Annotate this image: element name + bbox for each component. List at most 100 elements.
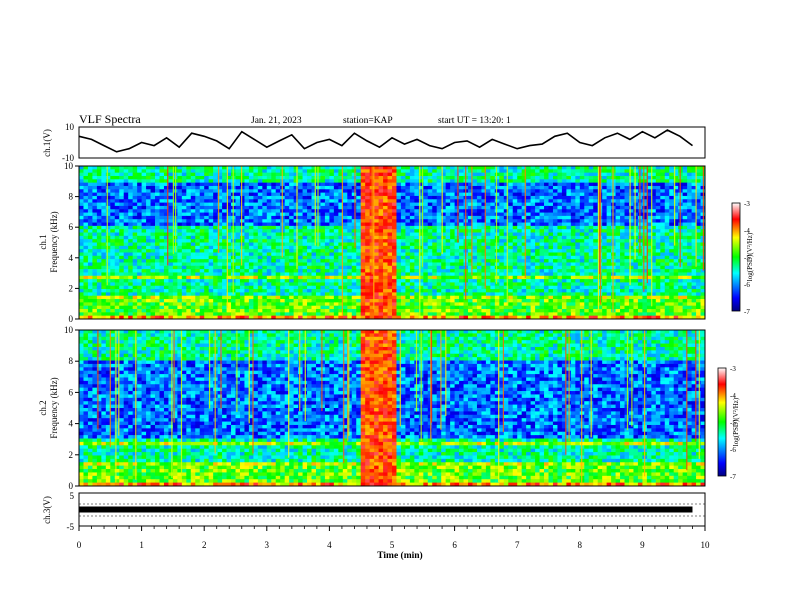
spectrogram-cell — [302, 205, 308, 210]
spectrogram-cell — [673, 265, 679, 270]
spectrogram-cell — [624, 255, 630, 260]
spectrogram-cell — [226, 269, 232, 273]
spectrogram-cell — [324, 199, 330, 203]
spectrogram-cell — [83, 195, 89, 200]
spectrogram-cell — [163, 259, 169, 263]
spectrogram-cell — [409, 195, 415, 200]
spectrogram-cell — [530, 189, 536, 194]
spectrogram-cell — [409, 275, 415, 280]
spectrogram-cell — [544, 275, 549, 280]
spectrogram-cell — [405, 252, 411, 257]
spectrogram-cell — [423, 222, 429, 227]
spectrogram-cell — [575, 182, 581, 187]
spectrogram-cell — [333, 199, 339, 203]
spectrogram-cell — [418, 222, 424, 227]
spectrogram-cell — [360, 166, 366, 170]
spectrogram-cell — [132, 169, 138, 174]
spectrogram-cell — [593, 209, 599, 213]
spectrogram-cell — [92, 179, 98, 184]
spectrogram-cell — [481, 275, 487, 280]
spectrogram-cell — [503, 232, 509, 237]
spectrogram-cell — [602, 252, 608, 257]
spectrogram-cell — [624, 252, 630, 257]
spectrogram-cell — [356, 225, 362, 230]
spectrogram-cell — [159, 219, 165, 223]
spectrogram-cell — [602, 175, 608, 180]
spectrogram-cell — [570, 172, 576, 177]
spectrogram-cell — [195, 282, 201, 287]
spectrogram-cell — [213, 245, 219, 250]
spectrogram-cell — [499, 209, 505, 213]
spectrogram-cell — [512, 222, 518, 227]
spectrogram-cell — [655, 222, 661, 227]
spectrogram-cell — [624, 239, 630, 243]
spectrogram-cell — [633, 182, 639, 187]
spectrogram-cell — [168, 199, 174, 203]
spectrogram-cell — [307, 272, 312, 277]
spectrogram-cell — [396, 215, 402, 220]
spectrogram-cell — [673, 229, 679, 233]
spectrogram-cell — [342, 279, 348, 283]
spectrogram-cell — [289, 175, 295, 180]
spectrogram-cell — [320, 242, 326, 247]
spectrogram-cell — [239, 252, 245, 257]
spectrogram-cell — [79, 232, 84, 237]
spectrogram-cell — [485, 182, 491, 187]
spectrogram-cell — [271, 192, 277, 197]
spectrogram-cell — [315, 262, 321, 267]
spectrogram-cell — [400, 282, 406, 287]
spectrogram-cell — [602, 185, 608, 190]
spectrogram-cell — [92, 272, 98, 277]
spectrogram-cell — [155, 265, 160, 270]
spectrogram-cell — [503, 242, 509, 247]
spectrogram-cell — [284, 232, 290, 237]
spectrogram-cell — [584, 252, 590, 257]
spectrogram-cell — [530, 192, 536, 197]
spectrogram-cell — [696, 275, 701, 280]
spectrogram-cell — [687, 272, 692, 277]
spectrogram-cell — [615, 262, 621, 267]
spectrogram-cell — [633, 212, 639, 217]
spectrogram-cell — [347, 269, 353, 273]
spectrogram-cell — [311, 275, 317, 280]
spectrogram-cell — [503, 252, 509, 257]
spectrogram-cell — [96, 202, 102, 207]
spectrogram-cell — [266, 175, 272, 180]
spectrogram-cell — [226, 249, 232, 253]
spectrogram-cell — [441, 179, 447, 184]
spectrogram-cell — [687, 179, 692, 184]
spectrogram-cell — [633, 269, 639, 273]
spectrogram-cell — [271, 232, 277, 237]
spectrogram-cell — [181, 189, 187, 194]
spectrogram-cell — [392, 199, 397, 203]
spectrogram-cell — [615, 275, 621, 280]
spectrogram-cell — [521, 275, 527, 280]
spectrogram-cell — [602, 255, 608, 260]
spectrogram-cell — [315, 255, 321, 260]
spectrogram-cell — [293, 255, 299, 260]
spectrogram-cell — [548, 209, 554, 213]
spectrogram-cell — [186, 245, 192, 250]
spectrogram-cell — [266, 205, 272, 210]
spectrogram-cell — [342, 175, 348, 180]
spectrogram-cell — [96, 192, 102, 197]
spectrogram-cell — [235, 219, 241, 223]
spectrogram-cell — [79, 279, 84, 283]
spectrogram-cell — [271, 249, 277, 253]
spectrogram-cell — [387, 205, 393, 210]
spectrogram-cell — [485, 245, 491, 250]
spectrogram-cell — [561, 232, 567, 237]
spectrogram-cell — [239, 185, 245, 190]
spectrogram-cell — [128, 242, 134, 247]
spectrogram-cell — [530, 262, 536, 267]
spectrogram-cell — [284, 195, 290, 200]
spectrogram-cell — [137, 282, 142, 287]
spectrogram-cell — [517, 192, 523, 197]
spectrogram-cell — [557, 252, 563, 257]
spectrogram-cell — [248, 192, 254, 197]
spectrogram-cell — [342, 232, 348, 237]
spectrogram-cell — [427, 229, 433, 233]
spectrogram-cell — [253, 182, 259, 187]
spectrogram-cell — [101, 189, 107, 194]
spectrogram-cell — [338, 272, 344, 277]
